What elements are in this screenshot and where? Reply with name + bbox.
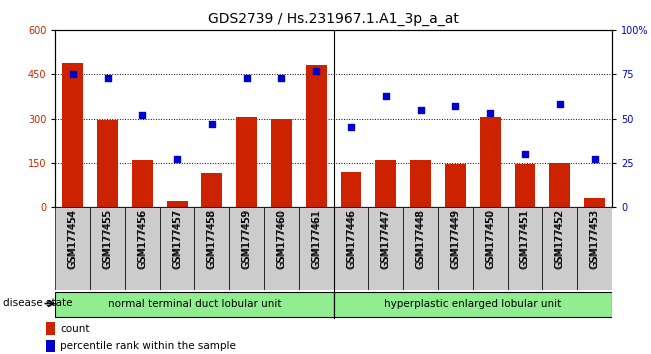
Text: GSM177456: GSM177456 — [137, 210, 147, 269]
Bar — [264, 207, 299, 290]
Point — [450, 103, 461, 109]
Bar — [438, 207, 473, 290]
Bar — [229, 207, 264, 290]
Text: GSM177460: GSM177460 — [277, 210, 286, 269]
Bar — [167, 201, 187, 207]
Bar — [480, 117, 501, 207]
Text: GSM177450: GSM177450 — [485, 209, 495, 268]
Bar — [306, 65, 327, 207]
Text: GSM177457: GSM177457 — [172, 210, 182, 269]
Text: GSM177460: GSM177460 — [277, 209, 286, 268]
Text: hyperplastic enlarged lobular unit: hyperplastic enlarged lobular unit — [384, 299, 561, 309]
Text: GSM177453: GSM177453 — [590, 209, 600, 268]
Text: GSM177461: GSM177461 — [311, 209, 321, 268]
Text: GSM177446: GSM177446 — [346, 210, 356, 269]
Bar — [55, 207, 90, 290]
Bar — [333, 207, 368, 290]
Bar — [368, 207, 403, 290]
Point — [137, 112, 148, 118]
Text: GSM177459: GSM177459 — [242, 210, 252, 269]
Text: GSM177454: GSM177454 — [68, 209, 77, 268]
Text: GSM177452: GSM177452 — [555, 209, 565, 268]
Bar — [125, 207, 159, 290]
Text: count: count — [61, 324, 90, 333]
Bar — [549, 163, 570, 207]
Bar — [542, 207, 577, 290]
Bar — [376, 160, 396, 207]
Point — [346, 125, 356, 130]
Bar — [403, 207, 438, 290]
Bar — [46, 340, 55, 352]
Text: GSM177451: GSM177451 — [520, 209, 530, 268]
Point — [555, 102, 565, 107]
Bar — [340, 172, 361, 207]
Text: GSM177447: GSM177447 — [381, 210, 391, 269]
Text: GSM177446: GSM177446 — [346, 209, 356, 268]
Text: GSM177456: GSM177456 — [137, 209, 147, 268]
Bar — [62, 63, 83, 207]
Point — [485, 110, 495, 116]
Bar — [97, 120, 118, 207]
Point — [311, 68, 322, 74]
Text: GSM177454: GSM177454 — [68, 210, 77, 269]
Bar — [236, 117, 257, 207]
Bar — [333, 292, 612, 317]
Bar — [514, 164, 535, 207]
Bar — [90, 207, 125, 290]
Text: GSM177449: GSM177449 — [450, 210, 460, 269]
Text: GSM177447: GSM177447 — [381, 209, 391, 268]
Bar — [410, 160, 431, 207]
Title: GDS2739 / Hs.231967.1.A1_3p_a_at: GDS2739 / Hs.231967.1.A1_3p_a_at — [208, 12, 459, 26]
Text: GSM177458: GSM177458 — [207, 209, 217, 268]
Bar — [132, 160, 153, 207]
Text: GSM177452: GSM177452 — [555, 210, 565, 269]
Bar — [584, 198, 605, 207]
Text: percentile rank within the sample: percentile rank within the sample — [61, 341, 236, 351]
Text: GSM177448: GSM177448 — [415, 209, 426, 268]
Bar — [445, 164, 466, 207]
Point — [415, 107, 426, 113]
Bar — [508, 207, 542, 290]
Bar — [473, 207, 508, 290]
Text: normal terminal duct lobular unit: normal terminal duct lobular unit — [107, 299, 281, 309]
Bar — [577, 207, 612, 290]
Point — [589, 156, 600, 162]
Point — [172, 156, 182, 162]
Bar — [195, 207, 229, 290]
Bar — [271, 119, 292, 207]
Text: GSM177455: GSM177455 — [102, 210, 113, 269]
Text: GSM177457: GSM177457 — [172, 209, 182, 268]
Text: GSM177450: GSM177450 — [485, 210, 495, 269]
Text: GSM177449: GSM177449 — [450, 209, 460, 268]
Bar — [299, 207, 333, 290]
Point — [242, 75, 252, 81]
Point — [381, 93, 391, 98]
Text: GSM177455: GSM177455 — [102, 209, 113, 268]
Text: GSM177451: GSM177451 — [520, 210, 530, 269]
Bar — [46, 322, 55, 335]
Point — [68, 72, 78, 77]
Text: GSM177459: GSM177459 — [242, 209, 252, 268]
Point — [102, 75, 113, 81]
Bar — [55, 292, 333, 317]
Text: GSM177453: GSM177453 — [590, 210, 600, 269]
Bar — [159, 207, 195, 290]
Point — [276, 75, 286, 81]
Point — [519, 151, 530, 157]
Text: GSM177448: GSM177448 — [415, 210, 426, 269]
Text: GSM177461: GSM177461 — [311, 210, 321, 269]
Point — [206, 121, 217, 127]
Text: GSM177458: GSM177458 — [207, 210, 217, 269]
Text: disease state: disease state — [3, 298, 73, 308]
Bar — [201, 173, 222, 207]
